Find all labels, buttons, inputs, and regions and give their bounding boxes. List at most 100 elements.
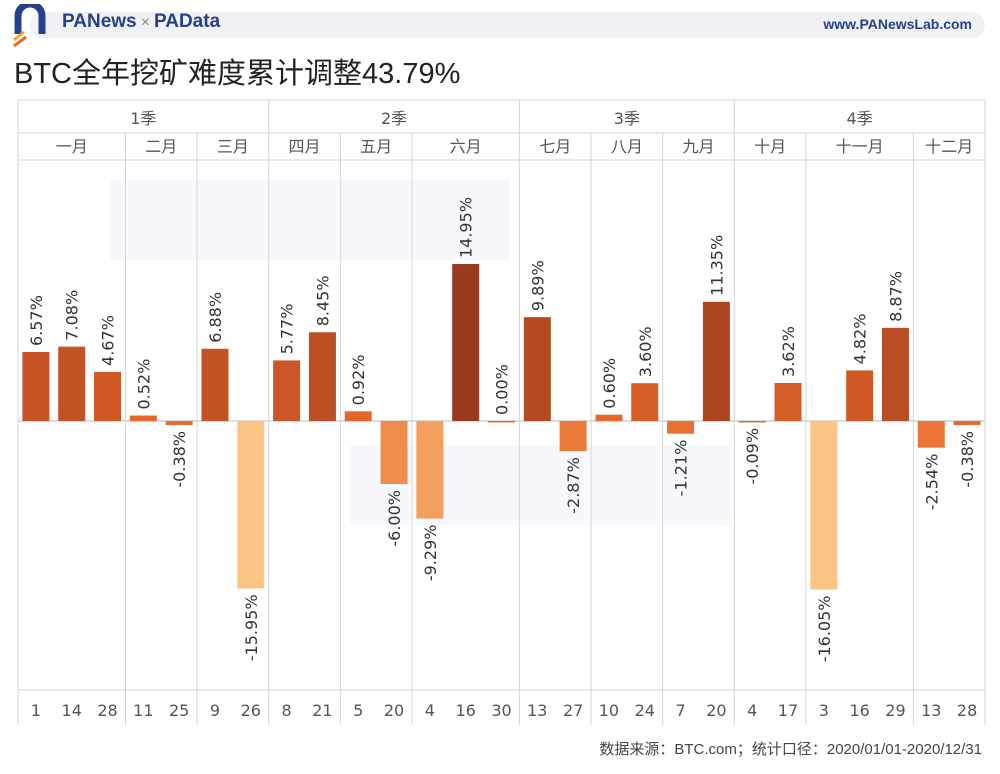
data-label: 0.92% xyxy=(349,355,368,406)
month-label: 十一月 xyxy=(836,137,884,156)
day-label: 20 xyxy=(706,701,726,720)
data-label: 0.52% xyxy=(134,359,153,410)
brand-padata: PAData xyxy=(153,11,221,32)
day-label: 24 xyxy=(635,701,655,720)
bar xyxy=(523,317,551,421)
day-label: 25 xyxy=(169,701,189,720)
month-label: 五月 xyxy=(360,137,392,156)
bar xyxy=(702,301,730,421)
data-label: 14.95% xyxy=(457,197,476,258)
data-label: 0.60% xyxy=(600,358,619,409)
panews-logo-icon xyxy=(13,4,46,48)
data-label: 6.88% xyxy=(206,292,225,343)
day-label: 27 xyxy=(563,701,583,720)
month-label: 十月 xyxy=(754,137,786,156)
bar xyxy=(810,421,838,590)
data-label: 11.35% xyxy=(707,235,726,296)
data-label: 3.60% xyxy=(636,326,655,377)
site-url[interactable]: www.PANewsLab.com xyxy=(823,16,972,32)
quarter-label: 3季 xyxy=(614,109,640,128)
watermark-padata xyxy=(350,445,730,525)
bar xyxy=(631,383,659,421)
bar xyxy=(452,264,480,421)
bar xyxy=(738,421,766,423)
bar xyxy=(22,352,50,421)
data-label: -15.95% xyxy=(242,594,261,661)
data-label: -2.87% xyxy=(564,457,583,514)
bar xyxy=(953,421,981,425)
bar xyxy=(846,370,874,421)
data-label: -1.21% xyxy=(672,440,691,497)
bar xyxy=(201,348,229,421)
data-label: 3.62% xyxy=(779,326,798,377)
data-label: 4.82% xyxy=(851,314,870,365)
day-label: 4 xyxy=(747,701,757,720)
chart-title: BTC全年挖矿难度累计调整43.79% xyxy=(14,58,461,90)
bar xyxy=(559,421,587,452)
month-label: 三月 xyxy=(217,137,249,156)
bar xyxy=(129,415,157,421)
day-label: 28 xyxy=(97,701,117,720)
day-label: 26 xyxy=(241,701,261,720)
day-label: 10 xyxy=(599,701,619,720)
data-label: 0.00% xyxy=(493,364,512,415)
data-label: -0.38% xyxy=(958,431,977,488)
bar xyxy=(881,327,909,421)
bar xyxy=(58,346,86,421)
data-label: -2.54% xyxy=(922,454,941,511)
data-label: -9.29% xyxy=(421,525,440,582)
month-label: 二月 xyxy=(145,137,177,156)
day-label: 21 xyxy=(312,701,332,720)
source-note: 数据来源：BTC.com；统计口径：2020/01/01-2020/12/31 xyxy=(599,741,982,758)
day-label: 3 xyxy=(819,701,829,720)
day-label: 11 xyxy=(133,701,153,720)
day-label: 13 xyxy=(527,701,547,720)
bar xyxy=(344,411,372,421)
data-label: 8.87% xyxy=(886,271,905,322)
month-label: 十二月 xyxy=(925,137,973,156)
quarter-label: 4季 xyxy=(847,109,873,128)
day-label: 16 xyxy=(456,701,476,720)
bar xyxy=(917,421,945,448)
bar xyxy=(416,421,444,519)
bar xyxy=(595,414,623,421)
day-label: 28 xyxy=(957,701,977,720)
bar xyxy=(380,421,408,484)
quarter-label: 2季 xyxy=(381,109,407,128)
bar xyxy=(488,421,515,423)
data-label: 6.57% xyxy=(27,295,46,346)
header-bar xyxy=(30,12,985,38)
day-label: 1 xyxy=(31,701,41,720)
brand-panews: PANews xyxy=(62,11,137,32)
data-label: -16.05% xyxy=(815,596,834,663)
month-label: 八月 xyxy=(611,137,643,156)
day-label: 17 xyxy=(778,701,798,720)
day-label: 4 xyxy=(425,701,435,720)
data-label: 5.77% xyxy=(278,304,297,355)
bar xyxy=(774,382,802,421)
bar xyxy=(237,421,265,589)
data-label: 9.89% xyxy=(528,260,547,311)
month-label: 九月 xyxy=(682,137,714,156)
quarter-label: 1季 xyxy=(130,109,156,128)
day-label: 7 xyxy=(675,701,685,720)
data-label: -0.09% xyxy=(743,428,762,485)
bar xyxy=(667,421,695,434)
brand: PANews × PAData xyxy=(62,11,220,33)
month-label: 一月 xyxy=(56,137,88,156)
brand-separator: × xyxy=(140,14,150,31)
day-label: 14 xyxy=(62,701,82,720)
data-label: 7.08% xyxy=(63,290,82,341)
bar xyxy=(308,332,336,421)
day-label: 30 xyxy=(491,701,511,720)
data-label: -0.38% xyxy=(170,431,189,488)
day-label: 20 xyxy=(384,701,404,720)
month-label: 四月 xyxy=(289,137,321,156)
month-label: 六月 xyxy=(450,137,482,156)
bar xyxy=(273,360,301,421)
month-label: 七月 xyxy=(539,137,571,156)
day-label: 9 xyxy=(210,701,220,720)
day-label: 16 xyxy=(849,701,869,720)
watermark-panews xyxy=(110,180,510,260)
